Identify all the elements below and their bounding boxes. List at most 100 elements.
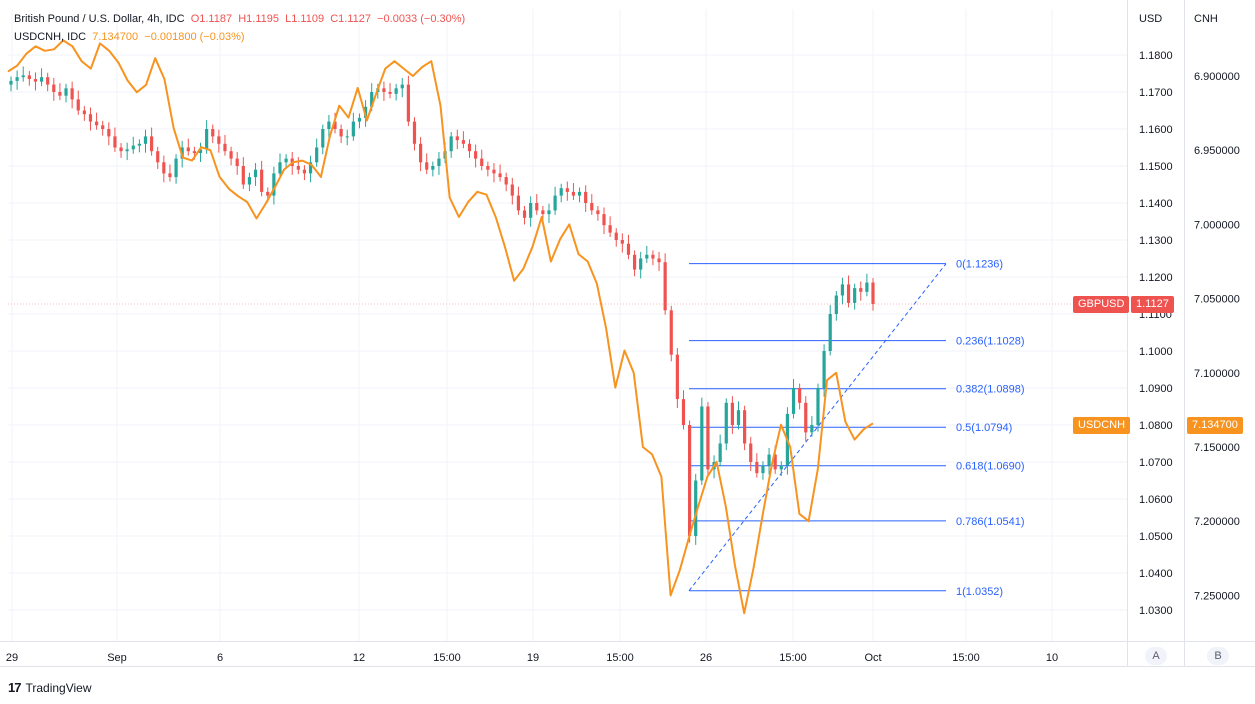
- usd-tick-label: 1.1300: [1139, 235, 1173, 247]
- candle-body: [419, 143, 423, 163]
- usd-tick-label: 1.0300: [1139, 605, 1173, 617]
- right-axis-title: CNH: [1194, 13, 1218, 25]
- candle-body: [357, 117, 362, 122]
- overlay-value: 7.134700: [92, 31, 139, 43]
- candle-body: [694, 480, 698, 536]
- candle-body: [871, 282, 875, 305]
- usd-tick-label: 1.1200: [1139, 272, 1173, 284]
- time-tick-label: 15:00: [606, 652, 634, 664]
- fib-trendline: [688, 263, 947, 592]
- candle-body: [571, 191, 576, 196]
- candle-body: [700, 406, 704, 481]
- gbpusd-price-tag: 1.1127: [1131, 296, 1174, 313]
- usd-tick-label: 1.1600: [1139, 124, 1173, 136]
- candle-body: [9, 80, 13, 85]
- candle-body: [192, 151, 197, 154]
- usdcnh-name-tag: USDCNH: [1073, 417, 1131, 434]
- candle-body: [632, 254, 637, 270]
- overlay-change: −0.001800 (−0.03%): [144, 31, 245, 43]
- time-tick-label: Oct: [864, 652, 881, 664]
- candle-body: [425, 162, 429, 170]
- candle-body: [284, 158, 288, 163]
- candle-body: [522, 210, 527, 218]
- candle-body: [229, 151, 233, 159]
- candle-body: [590, 203, 594, 211]
- candle-body: [834, 295, 838, 314]
- usd-tick-label: 1.0900: [1139, 383, 1173, 395]
- candle-body: [137, 143, 141, 146]
- candle-body: [675, 354, 679, 400]
- cnh-tick-label: 7.150000: [1194, 442, 1240, 454]
- time-tick-label: 12: [353, 652, 365, 664]
- candle-body: [584, 191, 588, 203]
- candle-body: [846, 284, 851, 303]
- change-value: −0.0033 (−0.30%): [377, 13, 466, 25]
- candle-body: [296, 166, 300, 170]
- time-tick-label: 26: [700, 652, 712, 664]
- candle-body: [327, 121, 331, 129]
- candle-body: [596, 210, 600, 215]
- main-series-legend[interactable]: British Pound / U.S. Dollar, 4h, IDC O1.…: [14, 13, 465, 25]
- candle-body: [467, 143, 472, 152]
- low-value: L1.1109: [285, 13, 325, 25]
- candle-body: [247, 177, 252, 185]
- tradingview-watermark[interactable]: 17 TradingView: [8, 680, 92, 695]
- cnh-tick-label: 7.200000: [1194, 516, 1240, 528]
- candle-body: [156, 151, 160, 163]
- candle-body: [553, 195, 557, 211]
- candle-body: [52, 84, 56, 92]
- candle-body: [394, 88, 398, 94]
- fib-level-label: 0.786(1.0541): [956, 516, 1025, 528]
- price-time-axes: 1.1800 1.1700 1.1600 1.1500 1.1400 1.1300 1.12…: [0, 0, 1255, 667]
- candle-body: [455, 136, 459, 141]
- candle-body: [651, 254, 655, 259]
- candle-body: [504, 177, 508, 185]
- time-tick-label: 19: [527, 652, 539, 664]
- tradingview-text: TradingView: [25, 680, 92, 695]
- candle-body: [321, 129, 325, 148]
- candle-body: [333, 121, 337, 129]
- candle-body: [266, 191, 270, 196]
- usd-tick-label: 1.1400: [1139, 198, 1173, 210]
- candle-body: [64, 88, 68, 96]
- cnh-tick-label: 6.900000: [1194, 71, 1240, 83]
- candle-body: [162, 162, 166, 174]
- candle-body: [816, 388, 820, 425]
- auto-scale-button-a[interactable]: A: [1145, 647, 1167, 665]
- candle-body: [602, 214, 606, 226]
- left-axis-title: USD: [1139, 13, 1163, 25]
- open-value: O1.1187: [190, 13, 233, 25]
- candle-body: [461, 140, 465, 144]
- candle-body: [577, 191, 582, 196]
- candle-body: [431, 166, 435, 170]
- usd-tick-label: 1.1000: [1139, 346, 1173, 358]
- fibonacci-retracement[interactable]: 0(1.1236) 0.236(1.1028) 0.382(1.0898) 0.5(1…: [688, 259, 1025, 598]
- usd-tick-label: 1.0400: [1139, 568, 1173, 580]
- cnh-tick-label: 7.250000: [1194, 590, 1240, 602]
- cnh-tick-label: 7.000000: [1194, 219, 1240, 231]
- candle-body: [706, 406, 710, 470]
- candle-body: [437, 158, 441, 166]
- candle-body: [412, 121, 417, 144]
- candle-body: [345, 136, 349, 138]
- candle-body: [143, 136, 148, 144]
- candle-body: [492, 169, 496, 174]
- candle-body: [687, 425, 692, 536]
- auto-scale-button-b[interactable]: B: [1207, 647, 1229, 665]
- candle-body: [547, 210, 551, 215]
- cnh-tick-label: 7.050000: [1194, 294, 1240, 306]
- candle-body: [529, 203, 533, 218]
- candle-body: [339, 129, 343, 137]
- overlay-series-legend[interactable]: USDCNH, IDC 7.134700 −0.001800 (−0.03%): [14, 31, 245, 43]
- usd-tick-label: 1.0700: [1139, 457, 1173, 469]
- usd-tick-label: 1.0500: [1139, 531, 1173, 543]
- candle-body: [198, 149, 203, 154]
- candle-body: [663, 262, 667, 311]
- candle-body: [235, 158, 239, 166]
- candle-body: [828, 314, 832, 351]
- fib-level-label: 0.236(1.1028): [956, 336, 1025, 348]
- close-value: C1.1127: [330, 13, 371, 25]
- candle-body: [559, 188, 563, 196]
- candle-body: [480, 158, 484, 166]
